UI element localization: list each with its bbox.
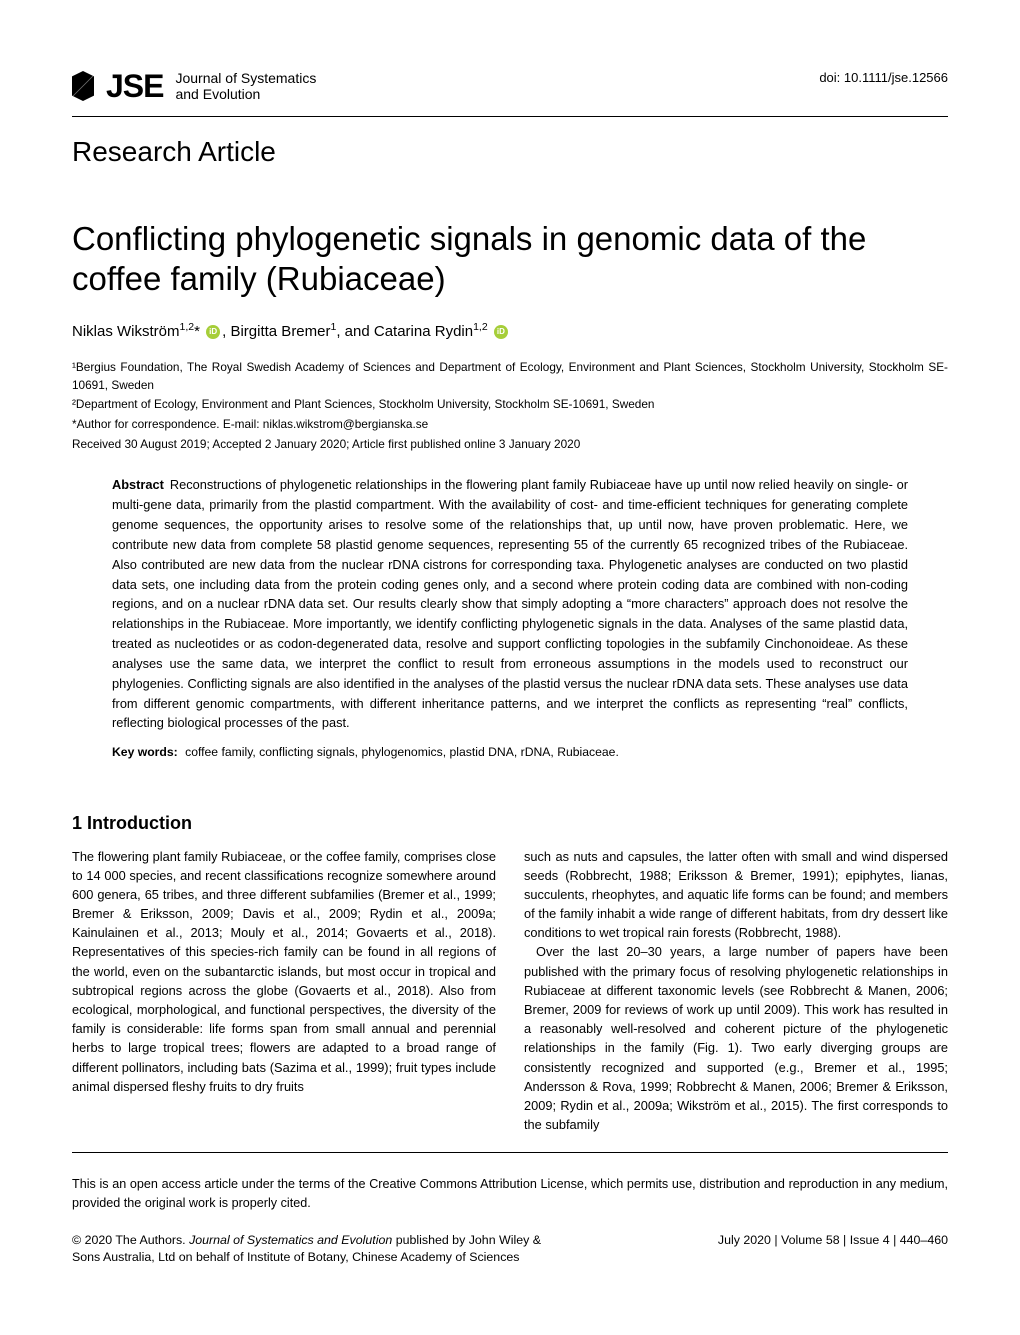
author-line: Niklas Wikström1,2* , Birgitta Bremer1, … xyxy=(72,320,948,344)
keywords: Key words: coffee family, conflicting si… xyxy=(112,743,908,761)
abstract-label: Abstract xyxy=(112,477,164,492)
section-heading-introduction: 1 Introduction xyxy=(72,810,948,837)
header-rule xyxy=(72,116,948,117)
journal-name-line2: and Evolution xyxy=(175,86,260,102)
keywords-text: coffee family, conflicting signals, phyl… xyxy=(185,745,619,759)
journal-name-line1: Journal of Systematics xyxy=(175,70,316,86)
issue-info: July 2020 | Volume 58 | Issue 4 | 440–46… xyxy=(718,1232,948,1249)
body-columns: The flowering plant family Rubiaceae, or… xyxy=(72,847,948,1135)
article-dates: Received 30 August 2019; Accepted 2 Janu… xyxy=(72,436,948,454)
page-footer: © 2020 The Authors. Journal of Systemati… xyxy=(72,1232,948,1267)
orcid-icon xyxy=(494,325,508,339)
keywords-label: Key words: xyxy=(112,745,178,759)
affiliation-1: ¹Bergius Foundation, The Royal Swedish A… xyxy=(72,359,948,394)
copyright: © 2020 The Authors. Journal of Systemati… xyxy=(72,1232,563,1267)
column-right: such as nuts and capsules, the latter of… xyxy=(524,847,948,1135)
jse-logo-text: JSE xyxy=(106,62,163,110)
abstract-text: Reconstructions of phylogenetic relation… xyxy=(112,477,908,730)
license-text: This is an open access article under the… xyxy=(72,1175,948,1212)
page-header: JSE Journal of Systematics and Evolution… xyxy=(72,62,948,110)
jse-logo-icon xyxy=(72,71,94,101)
intro-paragraph-1-cont: such as nuts and capsules, the latter of… xyxy=(524,847,948,943)
correspondence: *Author for correspondence. E-mail: nikl… xyxy=(72,416,948,434)
intro-paragraph-1: The flowering plant family Rubiaceae, or… xyxy=(72,847,496,1096)
orcid-icon xyxy=(206,325,220,339)
affiliation-2: ²Department of Ecology, Environment and … xyxy=(72,396,948,414)
article-title: Conflicting phylogenetic signals in geno… xyxy=(72,219,948,300)
article-type: Research Article xyxy=(72,131,948,173)
intro-paragraph-2: Over the last 20–30 years, a large numbe… xyxy=(524,942,948,1134)
column-left: The flowering plant family Rubiaceae, or… xyxy=(72,847,496,1135)
license-rule xyxy=(72,1152,948,1153)
journal-name: Journal of Systematics and Evolution xyxy=(175,70,316,102)
journal-brand: JSE Journal of Systematics and Evolution xyxy=(72,62,316,110)
doi-text: doi: 10.1111/jse.12566 xyxy=(819,68,948,88)
abstract: AbstractReconstructions of phylogenetic … xyxy=(112,475,908,733)
